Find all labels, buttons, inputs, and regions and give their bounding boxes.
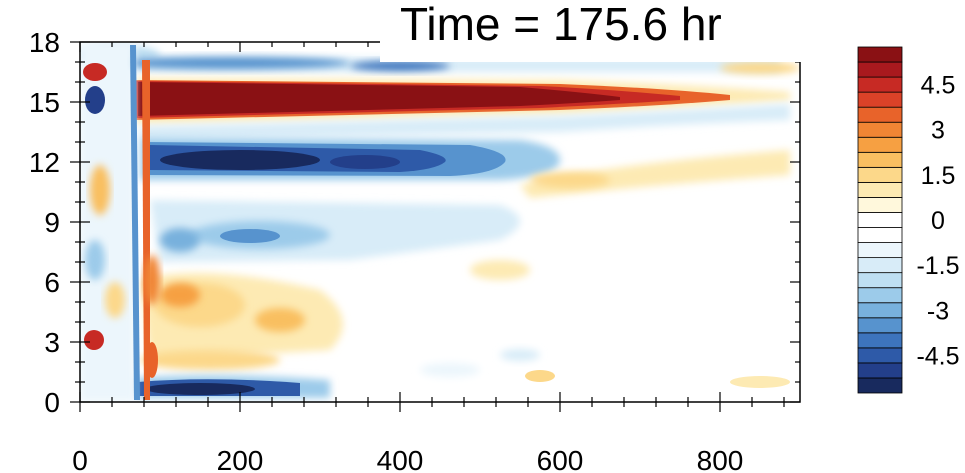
colorbar-swatch <box>857 347 903 364</box>
colorbar-swatch <box>857 287 903 304</box>
field-patch <box>160 228 200 252</box>
y-tick-label: 3 <box>44 327 60 358</box>
y-tick-label: 18 <box>29 27 60 58</box>
field-patch <box>84 330 104 350</box>
colorbar-label: 3 <box>931 117 945 145</box>
colorbar-label: -4.5 <box>916 342 959 370</box>
field-patch <box>350 61 450 71</box>
field-patch <box>138 82 620 116</box>
field-patch <box>470 260 530 280</box>
y-tick-label: 12 <box>29 147 60 178</box>
colorbar-label: -3 <box>927 297 949 325</box>
colorbar-label: 0 <box>931 207 945 235</box>
field-patch <box>142 60 150 400</box>
chart-title: Time = 175.6 hr <box>400 0 722 50</box>
field-patch <box>90 165 110 215</box>
field-patch <box>420 363 480 377</box>
y-axis: 0 3 6 9 12 15 18 <box>29 27 800 418</box>
field-patch <box>144 255 160 305</box>
colorbar-swatch <box>857 362 903 379</box>
field-patch <box>105 282 125 318</box>
colorbar-swatch <box>857 181 903 198</box>
colorbar-swatch <box>857 136 903 153</box>
colorbar-swatch <box>857 197 903 213</box>
field-patch <box>500 349 540 361</box>
colorbar-swatch <box>857 121 903 138</box>
title-background <box>380 0 810 62</box>
colorbar-swatch <box>857 227 903 243</box>
colorbar-swatch <box>857 212 903 228</box>
field-patch <box>720 62 800 74</box>
colorbar-label: 1.5 <box>921 162 956 190</box>
field-patch <box>525 370 555 382</box>
field-patch <box>146 342 158 378</box>
field-patch <box>160 283 200 307</box>
y-tick-label: 6 <box>44 267 60 298</box>
colorbar-swatch <box>857 91 903 108</box>
colorbar-swatch <box>857 317 903 334</box>
field-patch <box>145 383 255 395</box>
colorbar-swatch <box>857 242 903 259</box>
field-patch <box>530 172 610 188</box>
colorbar-swatch <box>857 46 903 63</box>
field-patch <box>140 350 280 370</box>
colorbar-swatch <box>857 61 903 78</box>
colorbar-swatch <box>857 106 903 123</box>
field-patch <box>83 63 107 81</box>
field-patch <box>140 104 790 140</box>
field-patch <box>85 86 105 114</box>
x-tick-label: 800 <box>697 445 744 473</box>
colorbar-swatch <box>857 166 903 183</box>
field-patch <box>85 240 105 280</box>
field-patch <box>110 57 350 69</box>
colorbar-swatch <box>857 302 903 319</box>
field-patch <box>730 376 790 388</box>
x-axis: 0 200 400 600 800 <box>72 42 785 473</box>
y-tick-label: 9 <box>44 207 60 238</box>
field-patch <box>330 155 400 169</box>
colorbar-swatch <box>857 332 903 349</box>
colorbar-swatch <box>857 76 903 93</box>
colorbar-swatch <box>857 257 903 274</box>
colorbar-label: 4.5 <box>921 72 956 100</box>
colorbar-label: -1.5 <box>916 252 959 280</box>
field-patch <box>130 45 140 400</box>
field-patch <box>160 150 320 170</box>
colorbar-swatch <box>857 151 903 168</box>
x-tick-label: 0 <box>72 445 88 473</box>
field-patch <box>220 229 280 243</box>
colorbar-swatch <box>857 377 903 394</box>
x-tick-label: 200 <box>217 445 264 473</box>
colorbar-swatch <box>857 272 903 289</box>
x-tick-label: 400 <box>377 445 424 473</box>
y-tick-label: 0 <box>44 387 60 418</box>
colorbar: 4.5 3 1.5 0 -1.5 -3 -4.5 <box>857 46 960 394</box>
field-patch <box>255 308 305 332</box>
y-tick-label: 15 <box>29 87 60 118</box>
x-tick-label: 600 <box>537 445 584 473</box>
